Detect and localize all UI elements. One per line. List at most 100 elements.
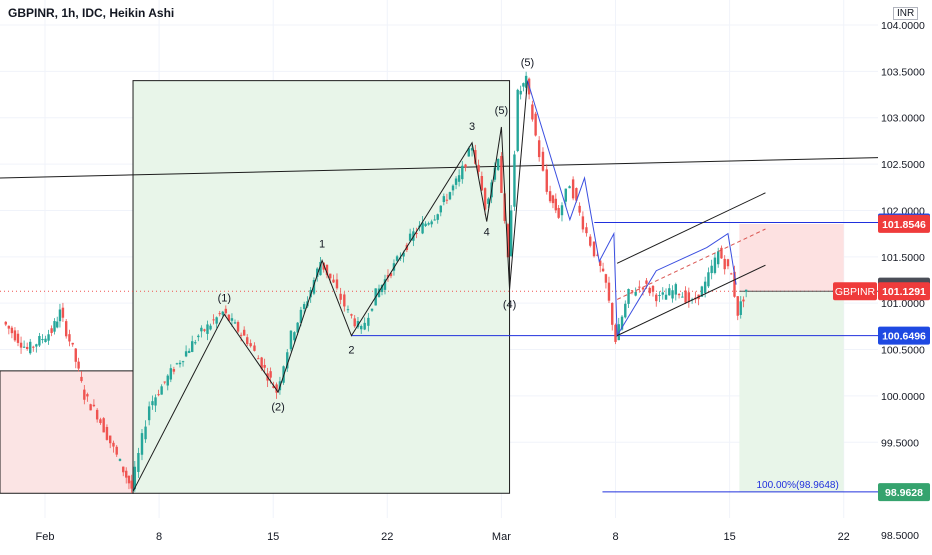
candle-body: [421, 222, 424, 234]
candle-body: [289, 330, 293, 350]
candle-body: [687, 292, 691, 302]
candle-body: [651, 285, 655, 292]
price-tag: 98.9628: [878, 483, 930, 502]
candle-body: [356, 321, 360, 328]
candle-body: [53, 321, 56, 332]
candle-body: [77, 361, 80, 369]
candle-body: [25, 346, 29, 349]
candle-body: [10, 327, 14, 334]
price-tag-box: [878, 282, 930, 301]
candle-body: [470, 148, 474, 151]
candle-body: [302, 304, 306, 310]
candle-body: [648, 287, 651, 294]
candle-body: [430, 221, 433, 225]
wave-label: 1: [319, 239, 325, 251]
candle-body: [589, 236, 592, 246]
prior-range-box: [0, 370, 134, 494]
candle-body: [442, 196, 446, 203]
candle-body: [154, 397, 157, 406]
candle-body: [607, 282, 611, 301]
candle-body: [585, 227, 588, 234]
candle-body: [641, 287, 645, 290]
candle-body: [181, 361, 185, 363]
y-tick-label: 101.5000: [881, 252, 925, 264]
candle-body: [194, 342, 197, 344]
candle-body: [118, 458, 122, 461]
candle-body: [61, 307, 65, 318]
candle-body: [483, 188, 487, 210]
candle-body: [269, 371, 272, 378]
candle-body: [424, 223, 427, 227]
y-tick-label: 100.5000: [881, 345, 925, 357]
candle-body: [604, 274, 608, 283]
candle-body: [668, 288, 671, 296]
candle-body: [713, 257, 717, 273]
candle-body: [92, 404, 96, 407]
y-tick-label: 104.0000: [881, 20, 925, 32]
wave-label: (4): [503, 299, 516, 311]
price-tag-label: 100.6496: [882, 331, 926, 343]
currency-button[interactable]: INR: [893, 7, 919, 20]
wave-label: 2: [348, 344, 354, 356]
wave-label: 4: [484, 226, 490, 238]
candle-body: [286, 352, 289, 369]
candle-body: [496, 159, 500, 170]
y-tick-label: 102.5000: [881, 159, 925, 171]
candle-body: [516, 89, 519, 151]
candle-body: [681, 296, 684, 298]
candle-body: [227, 314, 231, 321]
symbol-tag-label: GBPINR: [835, 286, 876, 298]
candle-body: [335, 279, 339, 289]
candle-body: [370, 308, 374, 311]
candle-body: [236, 322, 240, 332]
x-tick-label: 8: [612, 531, 618, 543]
channel-mid-line: [616, 228, 766, 300]
candle-body: [487, 198, 490, 204]
candle-body: [500, 155, 503, 193]
candle-body: [58, 309, 62, 322]
candle-body: [522, 83, 525, 87]
candle-body: [35, 344, 38, 347]
candle-body: [127, 475, 131, 484]
candle-body: [312, 280, 316, 294]
candle-body: [329, 273, 332, 279]
price-tag: 100.6496: [878, 326, 930, 345]
candle-body: [707, 272, 710, 287]
candle-body: [599, 260, 602, 266]
candle-body: [178, 362, 182, 365]
wave-label: 3: [469, 121, 475, 133]
candle-body: [548, 191, 552, 202]
candle-body: [739, 301, 742, 315]
candle-body: [41, 339, 44, 341]
candle-body: [296, 322, 299, 333]
candle-body: [395, 256, 399, 261]
chart-title: GBPINR, 1h, IDC, Heikin Ashi: [8, 6, 175, 20]
candle-body: [436, 214, 439, 220]
candle-body: [592, 241, 596, 257]
candle-body: [160, 386, 163, 395]
candle-body: [191, 341, 194, 352]
candle-body: [200, 327, 203, 332]
candle-body: [360, 326, 363, 330]
candle-body: [744, 289, 748, 292]
candle-body: [415, 232, 418, 234]
time-axis: [0, 518, 878, 550]
candle-body: [275, 384, 278, 393]
candle-body: [144, 426, 147, 440]
candle-body: [80, 376, 83, 382]
candle-body: [568, 186, 571, 189]
candle-body: [169, 368, 173, 380]
candle-body: [627, 289, 630, 304]
candle-body: [503, 193, 506, 221]
candle-body: [16, 333, 20, 343]
candle-body: [137, 452, 140, 472]
candle-body: [733, 271, 736, 297]
candle-body: [524, 75, 528, 88]
profit-target-zone: [739, 291, 844, 493]
candle-body: [272, 385, 275, 388]
candle-body: [316, 268, 319, 277]
candle-body: [221, 311, 224, 315]
candle-body: [74, 348, 77, 362]
candle-body: [506, 224, 510, 258]
